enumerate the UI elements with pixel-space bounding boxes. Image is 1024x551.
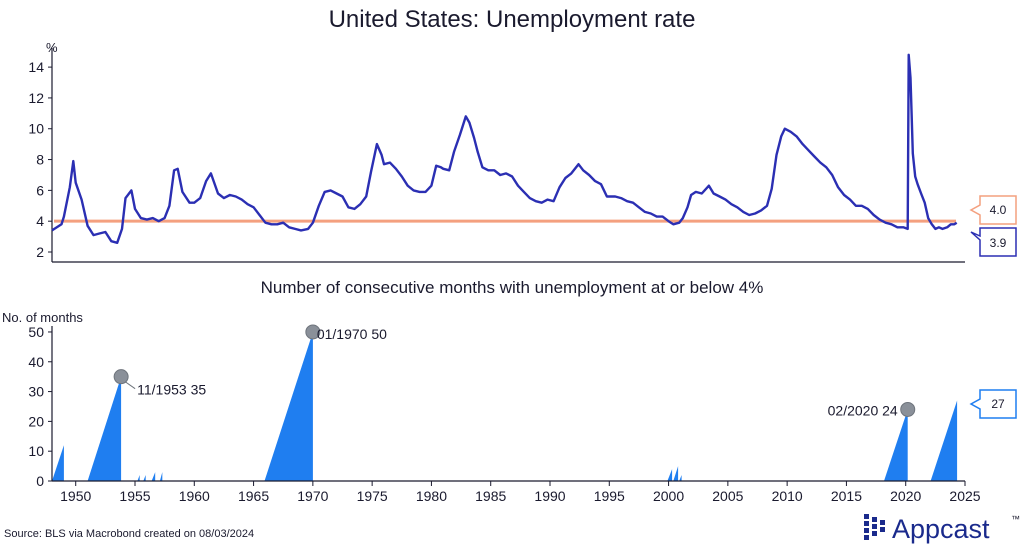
- appcast-brand-name: Appcast: [892, 514, 990, 544]
- bottom-x-tick-label: 2025: [949, 488, 980, 504]
- consecutive-months-run: [143, 475, 146, 481]
- consecutive-months-run: [151, 472, 156, 481]
- bottom-x-tick-label: 2020: [890, 488, 921, 504]
- latest-rate-tag-box: [970, 227, 1017, 257]
- threshold-tag-label: 4.0: [990, 203, 1007, 217]
- logo-dot: [872, 524, 877, 529]
- consecutive-months-run: [679, 475, 682, 481]
- threshold-tag-box: [969, 195, 1017, 225]
- consecutive-months-run: [137, 475, 140, 481]
- consecutive-months-run: [264, 332, 313, 481]
- top-y-tick-label: 6: [36, 182, 44, 198]
- bottom-x-tick-label: 1975: [357, 488, 388, 504]
- bottom-x-tick-label: 1980: [416, 488, 447, 504]
- bottom-y-tick-label: 20: [28, 413, 44, 429]
- bottom-x-tick-label: 1990: [534, 488, 565, 504]
- consecutive-months-run: [930, 400, 958, 481]
- bottom-y-tick-label: 10: [28, 443, 44, 459]
- bottom-x-tick-label: 1955: [119, 488, 150, 504]
- logo-dot: [872, 517, 877, 522]
- logo-dot: [880, 527, 885, 532]
- top-y-tick-label: 12: [28, 90, 44, 106]
- bottom-axes: [51, 326, 965, 482]
- bottom-x-tick-label: 1970: [297, 488, 328, 504]
- peak-marker: [900, 401, 916, 417]
- bottom-x-tick-label: 2010: [772, 488, 803, 504]
- bottom-x-tick-label: 2015: [831, 488, 862, 504]
- bottom-y-tick-label: 0: [36, 473, 44, 489]
- bottom-x-tick-label: 1985: [475, 488, 506, 504]
- consecutive-months-run: [673, 466, 679, 481]
- bottom-x-ticks: 1950 1955 1960 1965 1970 1975 1980 1985 1990 1995…: [60, 481, 981, 504]
- bottom-x-tick-label: 2005: [712, 488, 743, 504]
- consecutive-months-run: [87, 376, 122, 481]
- bottom-x-tick-label: 1960: [179, 488, 210, 504]
- latest-rate-tag: 3.9: [970, 227, 1017, 257]
- bottom-y-tick-label: 50: [28, 324, 44, 340]
- latest-months-tag-label: 27: [991, 397, 1005, 411]
- logo-dot: [872, 531, 877, 536]
- peak-annotation-label: 11/1953 35: [137, 382, 206, 398]
- consecutive-months-run: [667, 469, 673, 481]
- peak-annotation-label: 01/1970 50: [317, 326, 387, 342]
- top-y-tick-label: 2: [36, 244, 44, 260]
- subchart-title: Number of consecutive months with unempl…: [261, 278, 764, 297]
- top-y-tick-label: 14: [28, 59, 44, 75]
- bottom-y-tick-label: 30: [28, 384, 44, 400]
- logo-dot: [864, 528, 869, 533]
- logo-dot: [864, 535, 869, 540]
- annotation-leader: [124, 381, 136, 390]
- latest-months-tag-box: [969, 389, 1017, 419]
- consecutive-months-run: [52, 445, 64, 481]
- consecutive-months-run: [159, 472, 163, 481]
- peak-annotations: 11/1953 35 01/1970 50 02/2020 24: [113, 324, 916, 418]
- peak-marker: [113, 369, 129, 385]
- bottom-y-ticks: 0 10 20 30 40 50: [28, 324, 52, 489]
- logo-dot: [864, 521, 869, 526]
- threshold-tag: 4.0: [969, 195, 1017, 225]
- consecutive-months-run: [884, 409, 908, 481]
- bottom-y-tick-label: 40: [28, 354, 44, 370]
- top-y-unit: %: [46, 40, 58, 55]
- appcast-logo-icon: [864, 514, 885, 540]
- appcast-logo: Appcast ™: [864, 514, 1020, 544]
- bottom-x-tick-label: 1950: [60, 488, 91, 504]
- top-y-tick-label: 4: [36, 213, 44, 229]
- bottom-x-tick-label: 1965: [238, 488, 269, 504]
- logo-dot: [864, 514, 869, 519]
- peak-marker: [305, 324, 321, 340]
- consecutive-months-areas: [52, 332, 958, 481]
- logo-dot: [880, 520, 885, 525]
- chart-title: United States: Unemployment rate: [329, 6, 696, 33]
- bottom-y-unit: No. of months: [2, 310, 83, 325]
- top-y-tick-label: 8: [36, 152, 44, 168]
- peak-annotation-label: 02/2020 24: [828, 402, 898, 418]
- top-axes: [51, 48, 965, 263]
- top-y-ticks: 2 4 6 8 10 12 14: [28, 59, 52, 260]
- top-y-tick-label: 10: [28, 121, 44, 137]
- bottom-x-tick-label: 2000: [653, 488, 684, 504]
- unemployment-rate-line: [51, 53, 958, 244]
- latest-rate-tag-label: 3.9: [990, 236, 1007, 250]
- latest-months-tag: 27: [969, 389, 1017, 419]
- source-note: Source: BLS via Macrobond created on 08/…: [4, 528, 254, 540]
- bottom-x-tick-label: 1995: [594, 488, 625, 504]
- appcast-trademark: ™: [1011, 514, 1020, 524]
